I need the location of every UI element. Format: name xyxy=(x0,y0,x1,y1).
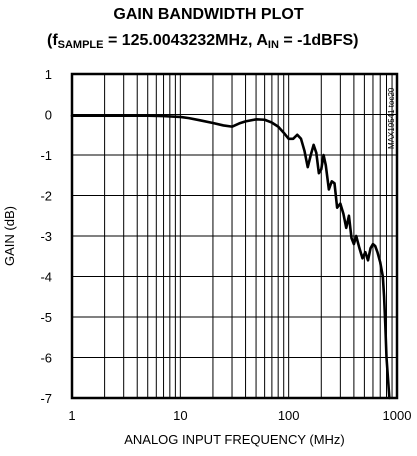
y-tick-label: -3 xyxy=(40,229,52,244)
watermark-label: MAX19541 toc20 xyxy=(387,87,396,149)
series-line xyxy=(70,114,391,400)
y-tick-label: -1 xyxy=(40,148,52,163)
subtitle-f-subscript: SAMPLE xyxy=(57,39,104,51)
grid-lines xyxy=(72,74,397,398)
subtitle-suffix: = -1dBFS) xyxy=(278,32,359,49)
chart-subtitle: (fSAMPLE = 125.0043232MHz, AIN = -1dBFS) xyxy=(47,32,358,54)
y-tick-label: -6 xyxy=(40,351,52,366)
y-tick-label: -2 xyxy=(40,189,52,204)
y-axis-label: GAIN (dB) xyxy=(2,206,17,266)
x-tick-label: 10 xyxy=(173,408,187,423)
subtitle-a-subscript: IN xyxy=(267,39,279,51)
y-tick-label: 0 xyxy=(45,108,52,123)
x-axis-label: ANALOG INPUT FREQUENCY (MHz) xyxy=(124,432,345,447)
y-tick-label: -4 xyxy=(40,270,52,285)
x-tick-label: 1 xyxy=(68,408,75,423)
y-tick-label: -5 xyxy=(40,310,52,325)
x-tick-labels: 1 10 100 1000 xyxy=(68,408,411,423)
subtitle-middle: = 125.0043232MHz, A xyxy=(103,32,268,49)
x-tick-label: 1000 xyxy=(383,408,412,423)
y-tick-label: -7 xyxy=(40,391,52,406)
y-tick-label: 1 xyxy=(45,67,52,82)
y-tick-labels: 1 0 -1 -2 -3 -4 -5 -6 -7 xyxy=(40,67,52,406)
series-layer xyxy=(70,114,391,400)
plot-frame xyxy=(70,72,399,400)
subtitle-prefix: (f xyxy=(47,32,58,49)
chart-title: GAIN BANDWIDTH PLOT xyxy=(113,6,304,23)
x-tick-label: 100 xyxy=(278,408,300,423)
